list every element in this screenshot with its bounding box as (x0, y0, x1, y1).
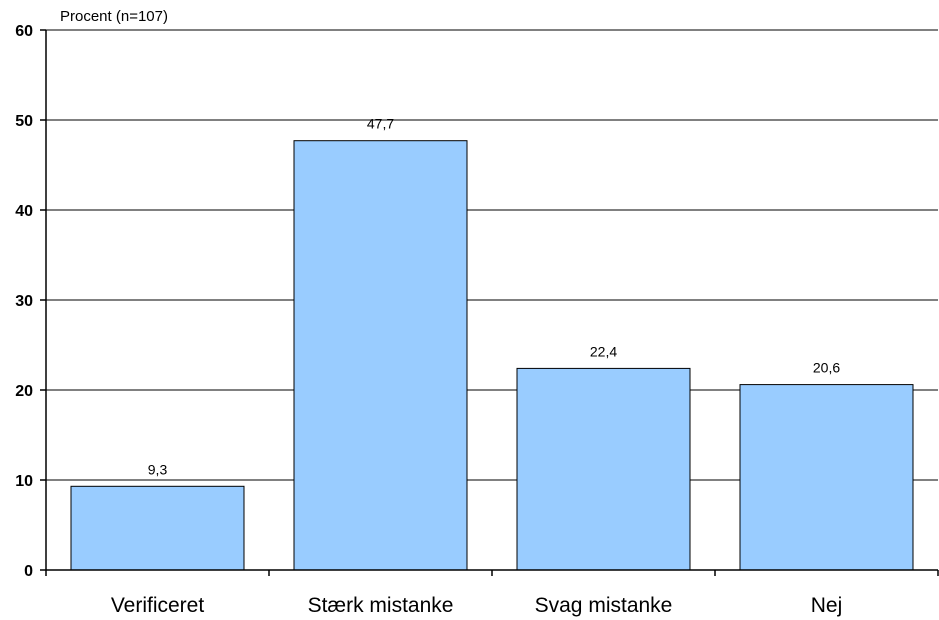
y-tick-label: 50 (15, 113, 33, 130)
bar (516, 367, 691, 571)
y-tick-label: 0 (24, 563, 33, 580)
x-tick-labels: Verificeret Stærk mistanke Svag mistanke Ne… (111, 594, 842, 617)
data-label: 22,4 (590, 343, 617, 359)
y-tick-label: 10 (15, 473, 33, 490)
data-label: 47,7 (367, 116, 394, 132)
x-tick-label: Svag mistanke (535, 594, 673, 617)
axes (40, 29, 939, 576)
bars (70, 140, 914, 571)
x-tick-label: Verificeret (111, 594, 205, 617)
data-label: 9,3 (148, 461, 168, 477)
bar (293, 140, 468, 571)
bar (739, 384, 914, 571)
y-tick-label: 20 (15, 383, 33, 400)
data-label: 20,6 (813, 360, 840, 376)
y-tick-label: 30 (15, 293, 33, 310)
y-tick-labels: 0 10 20 30 40 50 60 (15, 23, 33, 580)
y-axis-title: Procent (n=107) (60, 8, 168, 25)
x-tick-label: Nej (811, 594, 843, 617)
x-tick-label: Stærk mistanke (308, 594, 454, 617)
y-tick-label: 60 (15, 23, 33, 40)
data-labels: 9,3 47,7 22,4 20,6 (148, 116, 841, 478)
y-tick-label: 40 (15, 203, 33, 220)
bar (70, 485, 245, 571)
